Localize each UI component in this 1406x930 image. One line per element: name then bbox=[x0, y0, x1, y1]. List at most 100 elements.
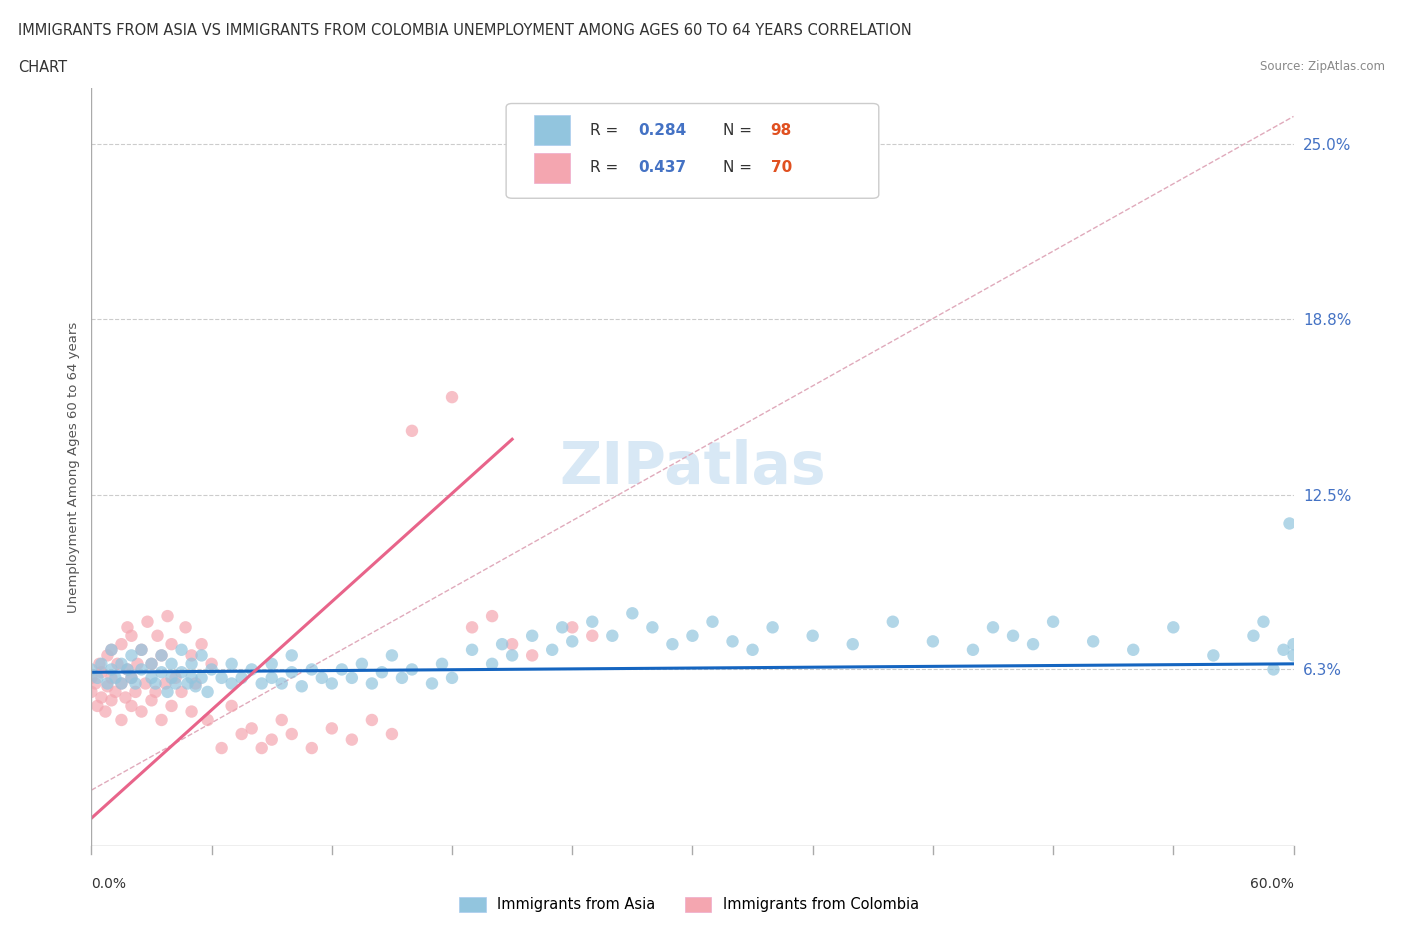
Point bbox=[174, 620, 197, 635]
Text: IMMIGRANTS FROM ASIA VS IMMIGRANTS FROM COLOMBIA UNEMPLOYMENT AMONG AGES 60 TO 6: IMMIGRANTS FROM ASIA VS IMMIGRANTS FROM … bbox=[18, 23, 912, 38]
Point bbox=[561, 634, 583, 649]
Point bbox=[1022, 637, 1045, 652]
Point bbox=[350, 657, 373, 671]
Point bbox=[96, 648, 118, 663]
Point bbox=[165, 671, 187, 685]
Point bbox=[110, 676, 132, 691]
Point bbox=[1282, 637, 1305, 652]
Point bbox=[581, 615, 603, 630]
Point bbox=[117, 620, 139, 635]
Point bbox=[221, 676, 243, 691]
Point bbox=[100, 693, 122, 708]
Point bbox=[124, 684, 146, 699]
Point bbox=[124, 676, 146, 691]
Point bbox=[301, 740, 323, 755]
Point bbox=[121, 698, 143, 713]
Point bbox=[100, 643, 122, 658]
Point bbox=[180, 648, 202, 663]
Point bbox=[96, 676, 118, 691]
Point bbox=[160, 637, 183, 652]
Point bbox=[176, 676, 198, 691]
Point bbox=[1272, 643, 1295, 658]
Point bbox=[561, 620, 583, 635]
Point bbox=[330, 662, 353, 677]
Point bbox=[250, 676, 273, 691]
Text: 70: 70 bbox=[770, 161, 792, 176]
Point bbox=[922, 634, 945, 649]
Point bbox=[121, 671, 143, 685]
Point bbox=[641, 620, 664, 635]
FancyBboxPatch shape bbox=[534, 153, 569, 183]
Point bbox=[170, 643, 193, 658]
Point bbox=[231, 671, 253, 685]
Point bbox=[80, 684, 103, 699]
Point bbox=[107, 657, 129, 671]
Point bbox=[260, 657, 283, 671]
Point bbox=[981, 620, 1004, 635]
Point bbox=[94, 704, 117, 719]
Point bbox=[155, 676, 177, 691]
Text: Source: ZipAtlas.com: Source: ZipAtlas.com bbox=[1260, 60, 1385, 73]
Point bbox=[240, 662, 263, 677]
Point bbox=[150, 712, 173, 727]
Point bbox=[231, 726, 253, 741]
Point bbox=[131, 643, 153, 658]
Point bbox=[340, 732, 363, 747]
Point bbox=[146, 629, 169, 644]
Point bbox=[160, 698, 183, 713]
Point bbox=[80, 671, 103, 685]
Point bbox=[1083, 634, 1105, 649]
Point bbox=[291, 679, 314, 694]
Point bbox=[522, 629, 544, 644]
Point bbox=[131, 662, 153, 677]
Point bbox=[96, 679, 118, 694]
Point bbox=[281, 726, 304, 741]
Point bbox=[141, 693, 163, 708]
Point bbox=[121, 648, 143, 663]
Point bbox=[170, 665, 193, 680]
Point bbox=[127, 657, 149, 671]
Point bbox=[89, 657, 111, 671]
Point bbox=[197, 712, 219, 727]
Point bbox=[401, 423, 423, 438]
Point bbox=[141, 657, 163, 671]
Point bbox=[221, 657, 243, 671]
Point bbox=[1282, 648, 1305, 663]
Text: 98: 98 bbox=[770, 123, 792, 138]
Point bbox=[301, 662, 323, 677]
Point bbox=[311, 671, 333, 685]
Point bbox=[80, 662, 103, 677]
Point bbox=[141, 657, 163, 671]
Text: CHART: CHART bbox=[18, 60, 67, 75]
Point bbox=[661, 637, 683, 652]
Point bbox=[1042, 615, 1064, 630]
Point bbox=[461, 620, 484, 635]
Point bbox=[481, 657, 503, 671]
Point bbox=[481, 608, 503, 623]
Point bbox=[1253, 615, 1275, 630]
Point bbox=[841, 637, 863, 652]
Point bbox=[371, 665, 394, 680]
Point bbox=[281, 648, 304, 663]
Point bbox=[260, 671, 283, 685]
Point bbox=[621, 605, 644, 620]
Point bbox=[104, 671, 127, 685]
Point bbox=[86, 671, 108, 685]
Point bbox=[190, 637, 212, 652]
Point bbox=[721, 634, 744, 649]
Point bbox=[551, 620, 574, 635]
Point bbox=[136, 615, 159, 630]
Point bbox=[117, 662, 139, 677]
Point bbox=[1163, 620, 1185, 635]
Point bbox=[440, 671, 463, 685]
Point bbox=[602, 629, 624, 644]
Point bbox=[461, 643, 484, 658]
Point bbox=[491, 637, 513, 652]
Point bbox=[197, 684, 219, 699]
Point bbox=[401, 662, 423, 677]
Point bbox=[110, 637, 132, 652]
Point bbox=[145, 684, 167, 699]
Point bbox=[270, 712, 292, 727]
Point bbox=[211, 671, 233, 685]
Point bbox=[260, 732, 283, 747]
